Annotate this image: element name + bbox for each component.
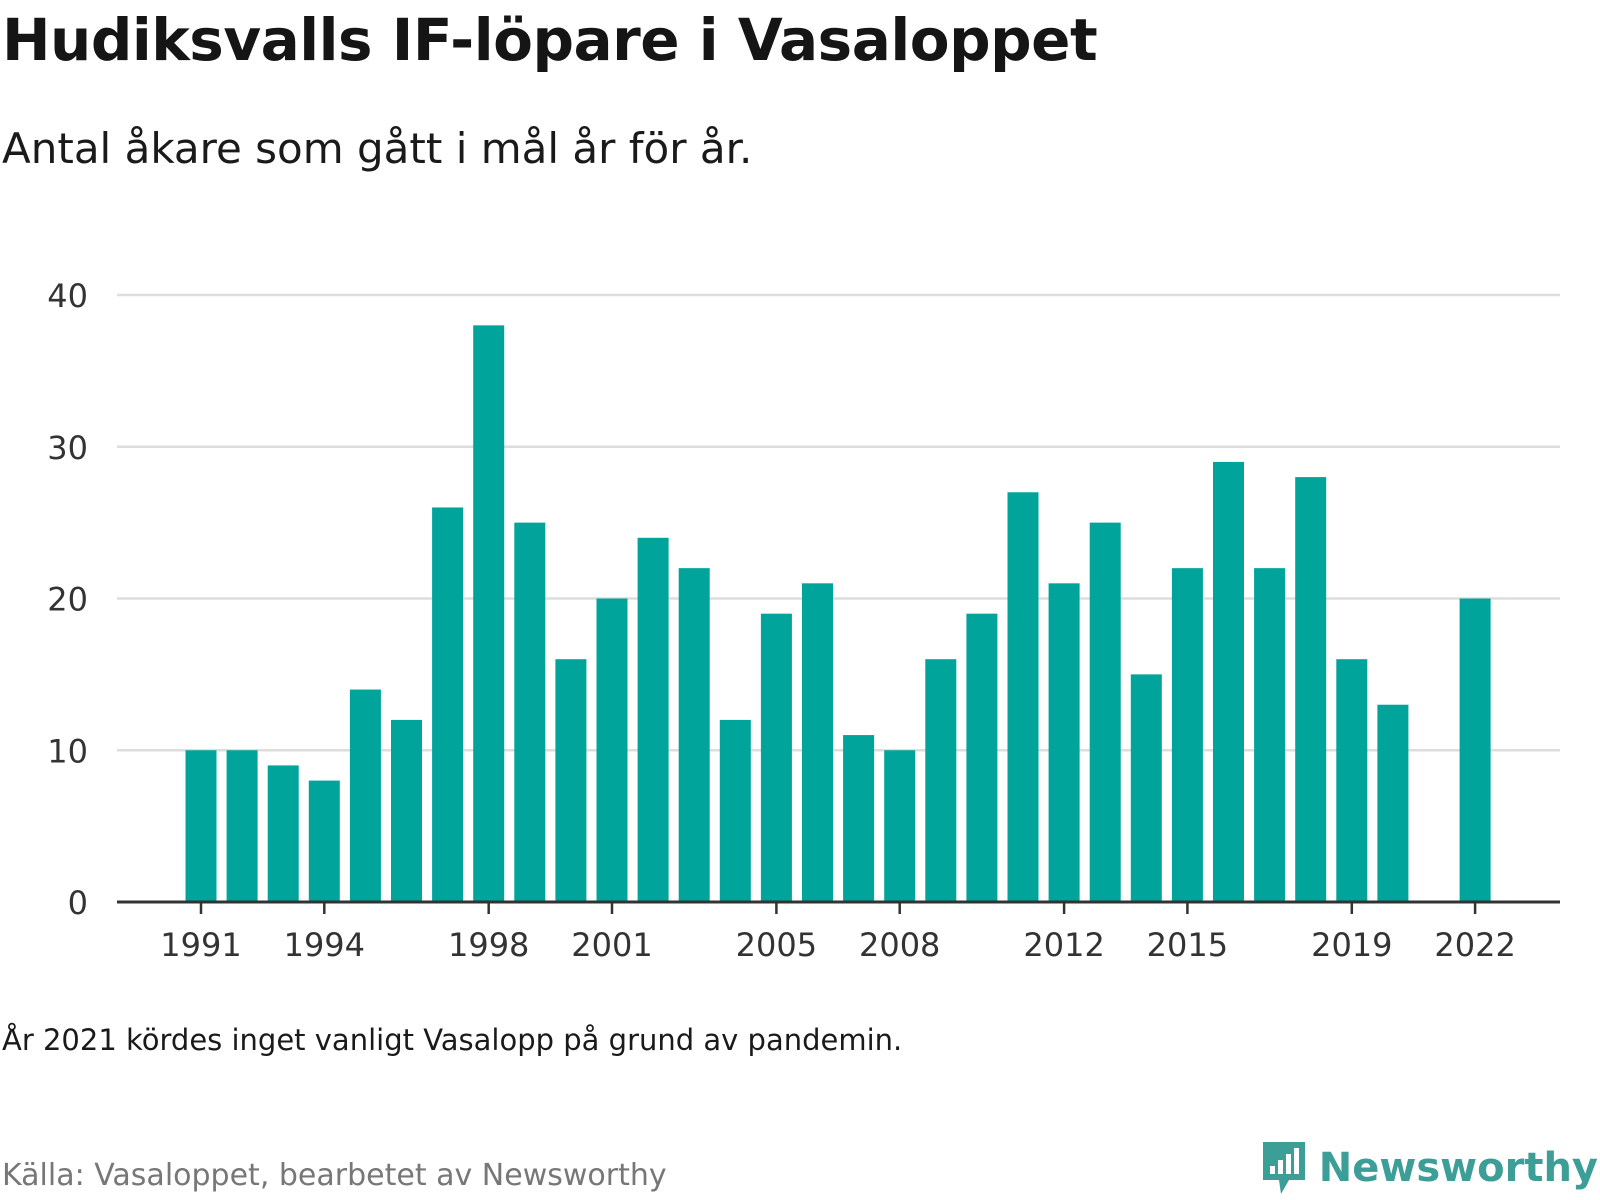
bar-1997[interactable] xyxy=(432,507,464,902)
newsworthy-logo-icon xyxy=(1262,1142,1305,1194)
bar-2011[interactable] xyxy=(1007,492,1039,902)
x-tick-label: 1991 xyxy=(160,926,241,964)
y-axis-labels: 0 10 20 30 40 xyxy=(47,277,88,922)
bar-2012[interactable] xyxy=(1048,583,1080,902)
bar-2003[interactable] xyxy=(678,568,710,902)
bar-1994[interactable] xyxy=(308,780,340,902)
y-tick-label: 30 xyxy=(47,429,88,467)
bar-1996[interactable] xyxy=(391,719,422,902)
source-text: Källa: Vasaloppet, bearbetet av Newswort… xyxy=(2,1158,667,1193)
bar-2019[interactable] xyxy=(1336,659,1368,902)
x-tick-label: 2008 xyxy=(859,926,940,964)
bar-2001[interactable] xyxy=(596,598,628,903)
x-tick-label: 1994 xyxy=(284,926,365,964)
x-tick-label: 2012 xyxy=(1023,926,1104,964)
x-tick-label: 2022 xyxy=(1434,926,1515,964)
bar-1991[interactable] xyxy=(185,750,217,902)
y-tick-label: 10 xyxy=(47,732,88,770)
y-tick-label: 40 xyxy=(47,277,88,315)
x-tick-label: 1998 xyxy=(448,926,529,964)
bar-2010[interactable] xyxy=(966,613,998,902)
y-tick-label: 0 xyxy=(68,884,88,922)
chart-title: Hudiksvalls IF-löpare i Vasaloppet xyxy=(2,6,1098,74)
chart-subtitle: Antal åkare som gått i mål år för år. xyxy=(2,124,753,173)
bar-2016[interactable] xyxy=(1213,461,1244,902)
bar-2013[interactable] xyxy=(1089,522,1121,902)
bar-1992[interactable] xyxy=(226,750,258,902)
bar-2009[interactable] xyxy=(925,659,957,902)
bar-1999[interactable] xyxy=(514,522,546,902)
x-tick-label: 2005 xyxy=(736,926,817,964)
bar-2014[interactable] xyxy=(1130,674,1162,902)
brand-logo[interactable]: Newsworthy xyxy=(1259,1140,1598,1196)
bar-2017[interactable] xyxy=(1254,568,1286,902)
bar-2018[interactable] xyxy=(1295,477,1327,902)
bars xyxy=(185,325,1491,903)
bar-2022[interactable] xyxy=(1459,598,1491,903)
x-tick-label: 2019 xyxy=(1311,926,1392,964)
bar-2007[interactable] xyxy=(843,735,875,902)
bar-2020[interactable] xyxy=(1377,704,1409,902)
chart-note: År 2021 kördes inget vanligt Vasalopp på… xyxy=(2,1023,903,1057)
bar-2004[interactable] xyxy=(719,719,751,902)
y-tick-label: 20 xyxy=(47,581,88,619)
bar-2002[interactable] xyxy=(637,537,669,902)
bar-2005[interactable] xyxy=(760,613,792,902)
x-tick-label: 2015 xyxy=(1147,926,1228,964)
bar-2008[interactable] xyxy=(884,750,916,902)
x-tick-label: 2001 xyxy=(571,926,652,964)
bar-chart: 0 10 20 30 40 1991 1994 1998 2001 2005 2008 2012 20… xyxy=(47,277,1560,964)
x-axis: 1991 1994 1998 2001 2005 2008 2012 2015 2019 2022 xyxy=(117,900,1560,964)
bar-2000[interactable] xyxy=(555,659,587,902)
bar-1998[interactable] xyxy=(473,325,505,903)
bar-2015[interactable] xyxy=(1171,568,1203,902)
bar-1995[interactable] xyxy=(349,689,381,902)
brand-name: Newsworthy xyxy=(1318,1145,1598,1191)
bar-2006[interactable] xyxy=(802,583,833,902)
bar-1993[interactable] xyxy=(267,765,299,902)
